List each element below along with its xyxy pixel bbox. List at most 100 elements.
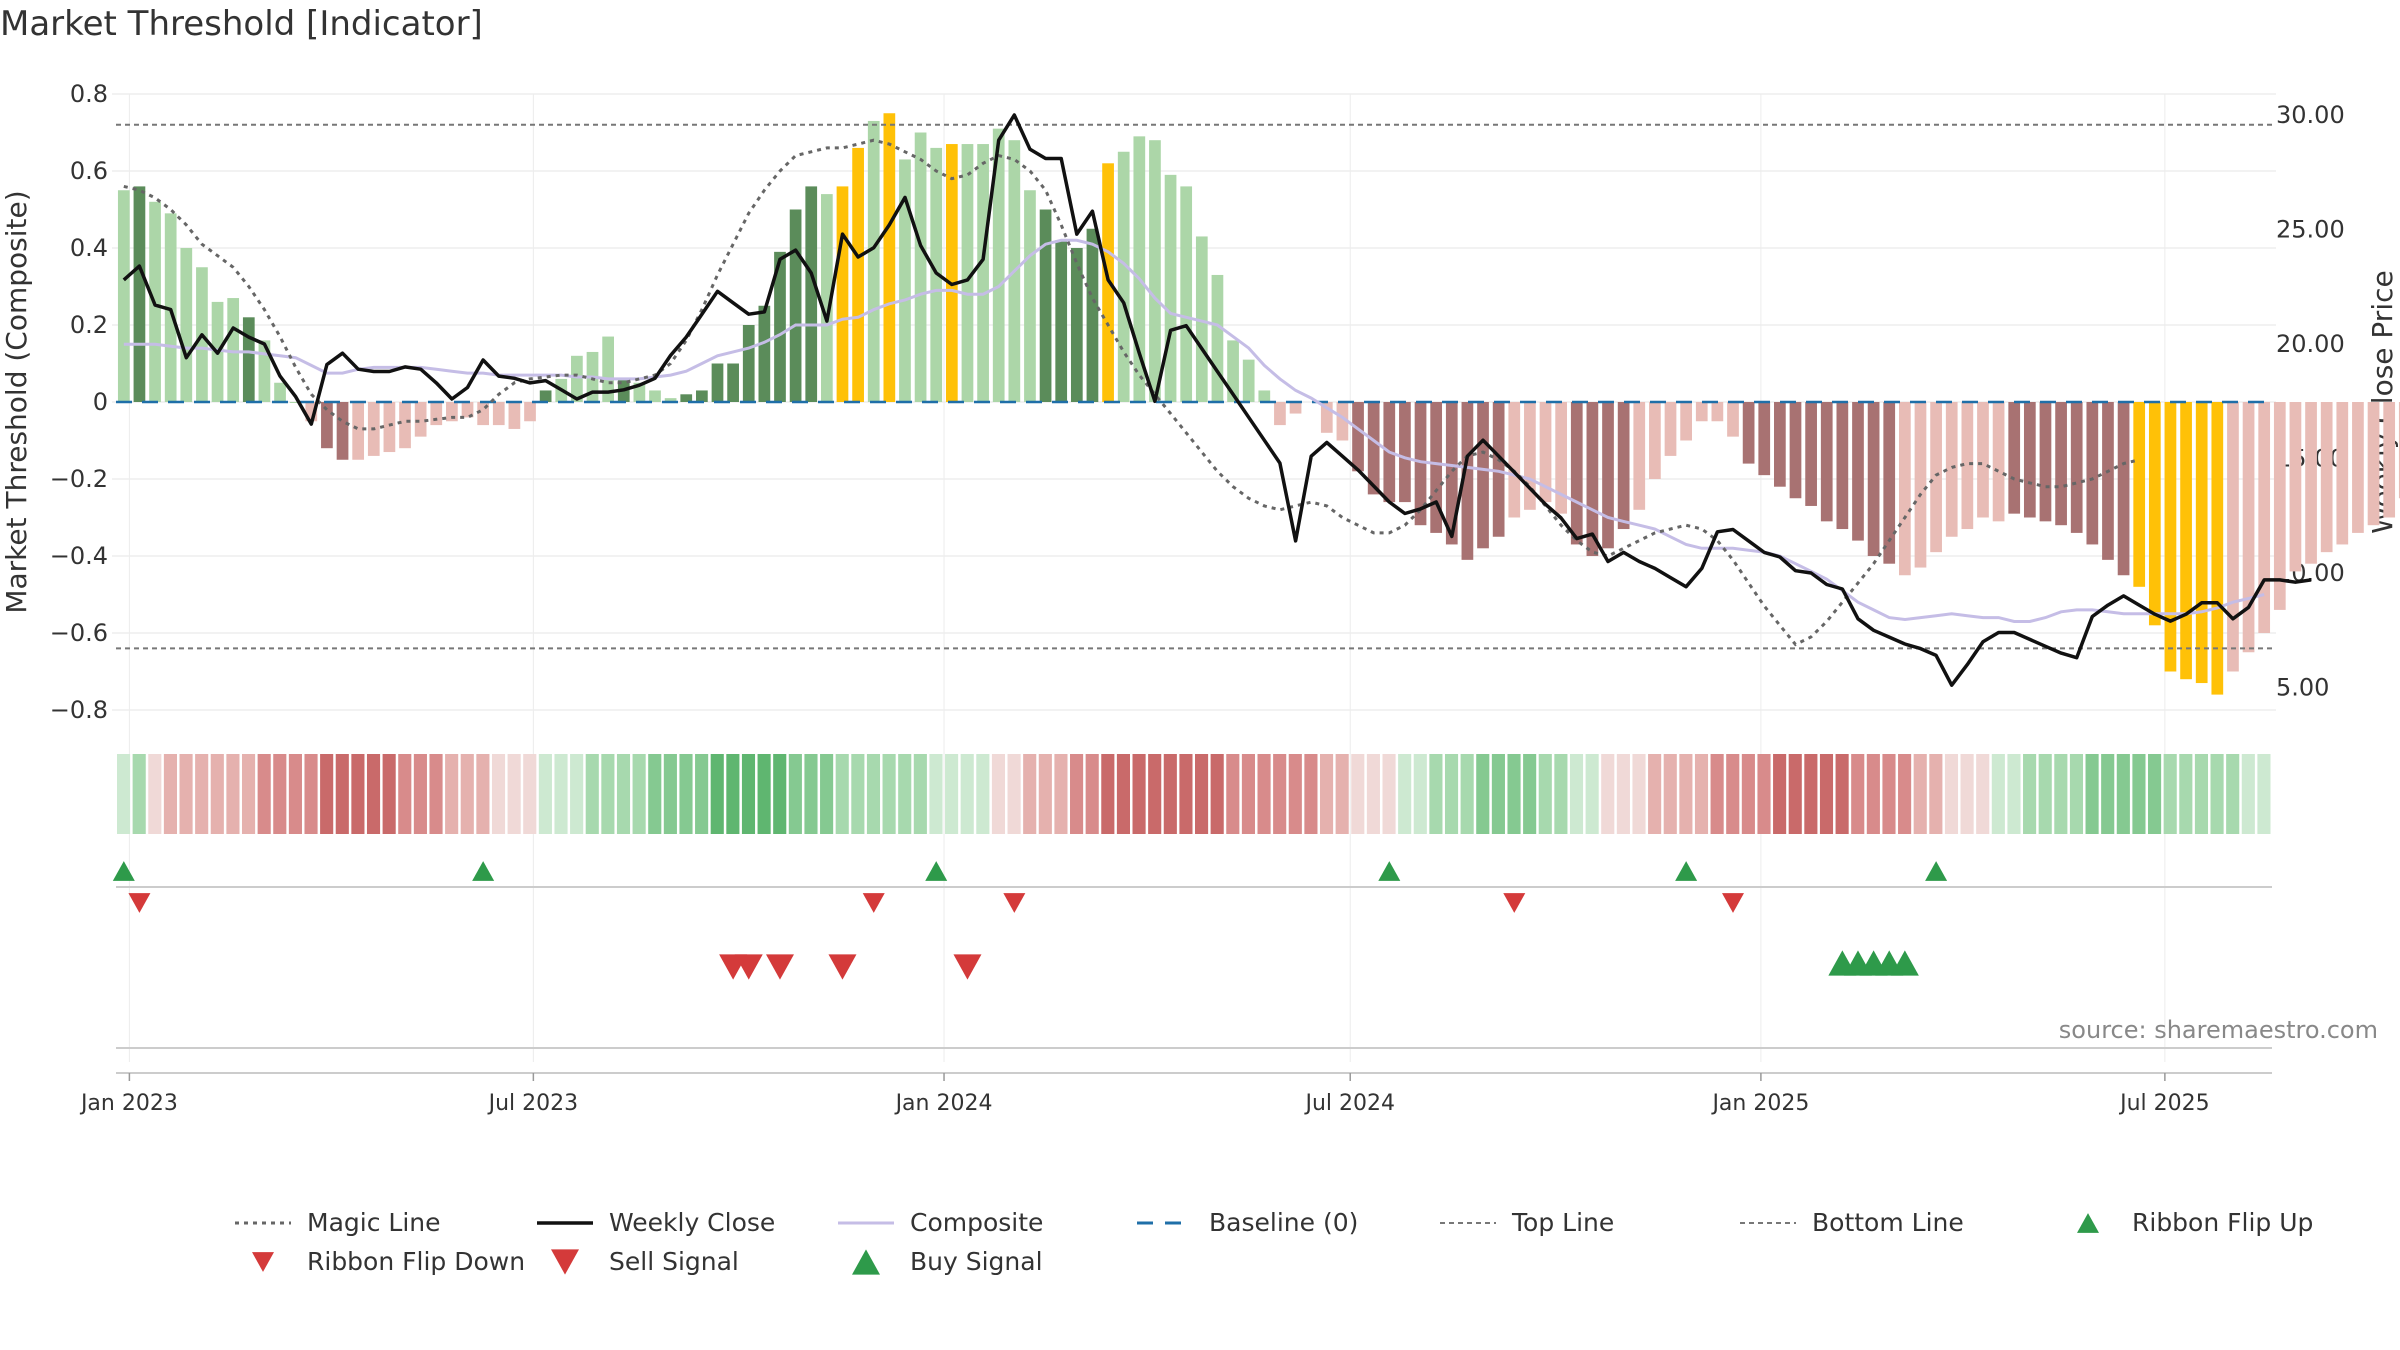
ribbon-segment: [1382, 754, 1396, 834]
ribbon-segment: [351, 754, 365, 834]
ribbon-segment: [491, 754, 506, 834]
composite-bar: [133, 186, 146, 402]
composite-bar: [961, 144, 974, 403]
composite-bar: [336, 402, 349, 460]
ribbon-segment: [1085, 754, 1099, 834]
composite-bar: [461, 402, 474, 418]
composite-bar: [774, 251, 786, 402]
ribbon-segment: [2054, 754, 2068, 834]
ribbon-segment: [976, 754, 990, 834]
composite-bar: [524, 402, 536, 422]
ribbon-segment: [1929, 754, 1943, 834]
ribbon-segment: [1241, 754, 1255, 834]
legend-label: Bottom Line: [1812, 1208, 1964, 1237]
ribbon-segment: [1663, 754, 1677, 834]
magic-line: [123, 138, 2140, 647]
ribbon-segment: [1616, 754, 1630, 834]
legend-label: Ribbon Flip Up: [2132, 1208, 2313, 1237]
composite-bar: [477, 402, 490, 426]
composite-bar: [1774, 402, 1786, 487]
ribbon-flip-up-marker: [925, 861, 948, 881]
ribbon-segment: [1538, 754, 1552, 834]
y2-tick-label: 30.00: [2276, 101, 2345, 129]
ribbon-segment: [1054, 754, 1068, 834]
composite-bar: [1414, 402, 1427, 526]
y-tick-label: −0.4: [50, 542, 108, 570]
composite-bar: [508, 402, 521, 429]
ribbon-segment: [1757, 754, 1771, 834]
composite-bar: [2227, 402, 2239, 672]
ribbon-segment: [1788, 754, 1802, 834]
ribbon-segment: [288, 754, 302, 834]
y-tick-label: −0.2: [50, 465, 108, 493]
ribbon-segment: [1819, 754, 1834, 834]
composite-bar: [1883, 402, 1896, 564]
composite-bar: [2070, 402, 2083, 533]
ribbon-segment: [1210, 754, 1224, 834]
composite-bar: [1680, 402, 1692, 441]
ribbon-segment: [132, 754, 146, 834]
x-tick-label: Jan 2025: [1710, 1091, 1809, 1116]
ribbon-segment: [1007, 754, 1021, 834]
ribbon-segment: [804, 754, 818, 834]
composite-bar: [2352, 402, 2364, 533]
ribbon-segment: [741, 754, 756, 834]
composite-bar: [711, 363, 724, 402]
composite-bar: [1586, 402, 1599, 556]
legend-label: Weekly Close: [609, 1208, 775, 1237]
ribbon-segment: [851, 754, 865, 834]
composite-bar: [305, 402, 318, 422]
ribbon-segment: [476, 754, 490, 834]
composite-bar: [602, 336, 614, 402]
ribbon-segment: [663, 754, 677, 834]
y-tick-label: 0.4: [70, 234, 108, 262]
composite-bar: [2398, 402, 2400, 499]
composite-bar: [1274, 402, 1286, 426]
composite-bar: [164, 213, 177, 402]
ribbon-segment: [1335, 754, 1349, 834]
ribbon-segment: [788, 754, 802, 834]
composite-bar: [2023, 402, 2036, 518]
ribbon-segment: [413, 754, 427, 834]
composite-bar: [2289, 402, 2302, 572]
composite-bar: [2086, 402, 2099, 545]
ribbon-segment: [757, 754, 771, 834]
ribbon-segment: [507, 754, 521, 834]
ribbon-segment: [2101, 754, 2115, 834]
ribbon-segment: [1866, 754, 1880, 834]
ribbon-segment: [1132, 754, 1146, 834]
ribbon-segment: [1851, 754, 1865, 834]
composite-bar: [258, 340, 271, 402]
composite-bar: [1711, 402, 1724, 422]
composite-bar: [2055, 402, 2067, 526]
ribbon-segment: [1523, 754, 1537, 834]
ribbon-segment: [320, 754, 334, 834]
composite-bar: [1445, 402, 1458, 545]
composite-bar: [1508, 402, 1521, 518]
ribbon-segment: [2116, 754, 2130, 834]
composite-bar: [2117, 402, 2130, 576]
ribbon-segment: [554, 754, 568, 834]
buy-signal-marker: [1890, 950, 1919, 976]
composite-bar: [1758, 402, 1771, 476]
composite-bar: [1524, 402, 1536, 510]
composite-bar: [1914, 402, 1927, 568]
composite-bar: [1227, 340, 1239, 402]
y-tick-label: 0: [93, 388, 108, 416]
sell-signal-marker: [828, 954, 857, 980]
ribbon-flip-up-marker: [472, 861, 495, 881]
composite-bar: [820, 194, 833, 402]
composite-bar: [1180, 186, 1193, 402]
ribbon-segment: [1944, 754, 1959, 834]
ribbon-segment: [773, 754, 787, 834]
composite-bar: [2273, 402, 2286, 610]
composite-bar: [1477, 402, 1489, 549]
ribbon-segment: [1366, 754, 1380, 834]
ribbon-segment: [898, 754, 912, 834]
composite-bar: [977, 144, 989, 403]
composite-bar: [1024, 190, 1036, 402]
composite-bar: [1898, 402, 1911, 576]
composite-bar: [1977, 402, 1989, 518]
ribbon-segment: [679, 754, 693, 834]
composite-line: [123, 238, 2265, 623]
